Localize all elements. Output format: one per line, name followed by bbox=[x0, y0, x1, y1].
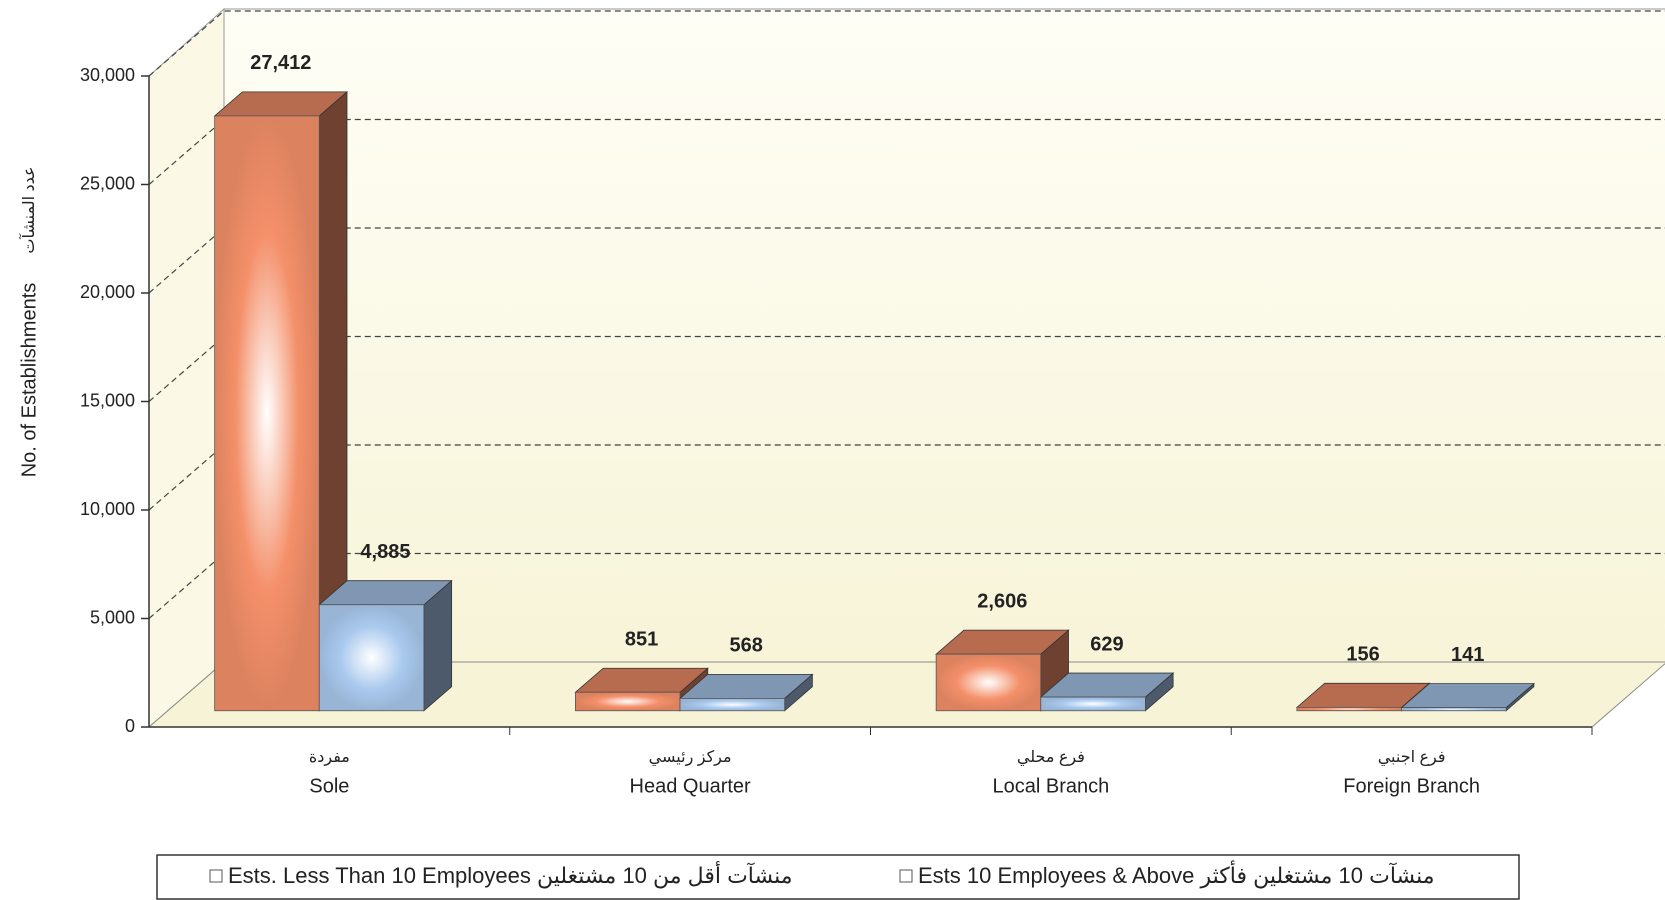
x-tick-label-ar: فرع اجنبي bbox=[1378, 749, 1446, 767]
grid-line bbox=[148, 552, 1665, 619]
grid-line bbox=[148, 118, 1665, 185]
value-label: 27,412 bbox=[250, 52, 311, 74]
value-label: 568 bbox=[730, 635, 763, 657]
value-label: 156 bbox=[1346, 644, 1379, 666]
legend-swatch bbox=[209, 869, 223, 883]
y-tick-label: 5,000 bbox=[90, 607, 135, 627]
x-tick-label-ar: مركز رئيسي bbox=[649, 749, 732, 767]
y-tick-label: 30,000 bbox=[80, 65, 135, 85]
grid-line bbox=[148, 335, 1665, 402]
x-tick-label: Head Quarter bbox=[630, 775, 752, 797]
y-tick-label: 0 bbox=[125, 716, 135, 736]
value-label: 2,606 bbox=[977, 590, 1027, 612]
value-label: 851 bbox=[625, 629, 658, 651]
y-axis-label: No. of Establishments bbox=[18, 283, 40, 478]
y-tick-label: 25,000 bbox=[80, 173, 135, 193]
y-axis-label-ar: عدد المنشآت bbox=[19, 166, 38, 253]
y-tick-label: 10,000 bbox=[80, 499, 135, 519]
x-tick-label: Foreign Branch bbox=[1343, 775, 1480, 797]
legend-label: Ests 10 Employees & Above منشآت 10 مشتغل… bbox=[918, 860, 1435, 888]
x-tick-label-ar: مفردة bbox=[309, 749, 350, 767]
side-wall bbox=[148, 7, 225, 729]
x-tick-label: Sole bbox=[309, 775, 349, 797]
x-tick-label-ar: فرع محلي bbox=[1017, 749, 1085, 767]
value-label: 4,885 bbox=[360, 541, 410, 563]
bar bbox=[1401, 707, 1507, 712]
bar bbox=[574, 691, 681, 712]
x-tick-label: Local Branch bbox=[993, 775, 1110, 797]
bar bbox=[1296, 706, 1402, 712]
value-label: 141 bbox=[1451, 644, 1484, 666]
bar bbox=[679, 698, 786, 712]
value-label: 629 bbox=[1090, 633, 1123, 655]
grid-line bbox=[148, 227, 1665, 294]
legend-label: Ests. Less Than 10 Employees منشآت أقل م… bbox=[228, 861, 793, 888]
y-tick-label: 15,000 bbox=[80, 390, 135, 410]
grid-line bbox=[148, 444, 1665, 511]
bar bbox=[318, 604, 425, 712]
bar bbox=[1040, 696, 1146, 712]
legend-swatch bbox=[899, 869, 913, 883]
bar bbox=[935, 653, 1042, 712]
grid-line bbox=[148, 10, 1665, 77]
back-wall bbox=[223, 8, 1665, 663]
legend-box bbox=[156, 854, 1520, 900]
y-tick-label: 20,000 bbox=[80, 282, 135, 302]
bar bbox=[214, 115, 320, 712]
